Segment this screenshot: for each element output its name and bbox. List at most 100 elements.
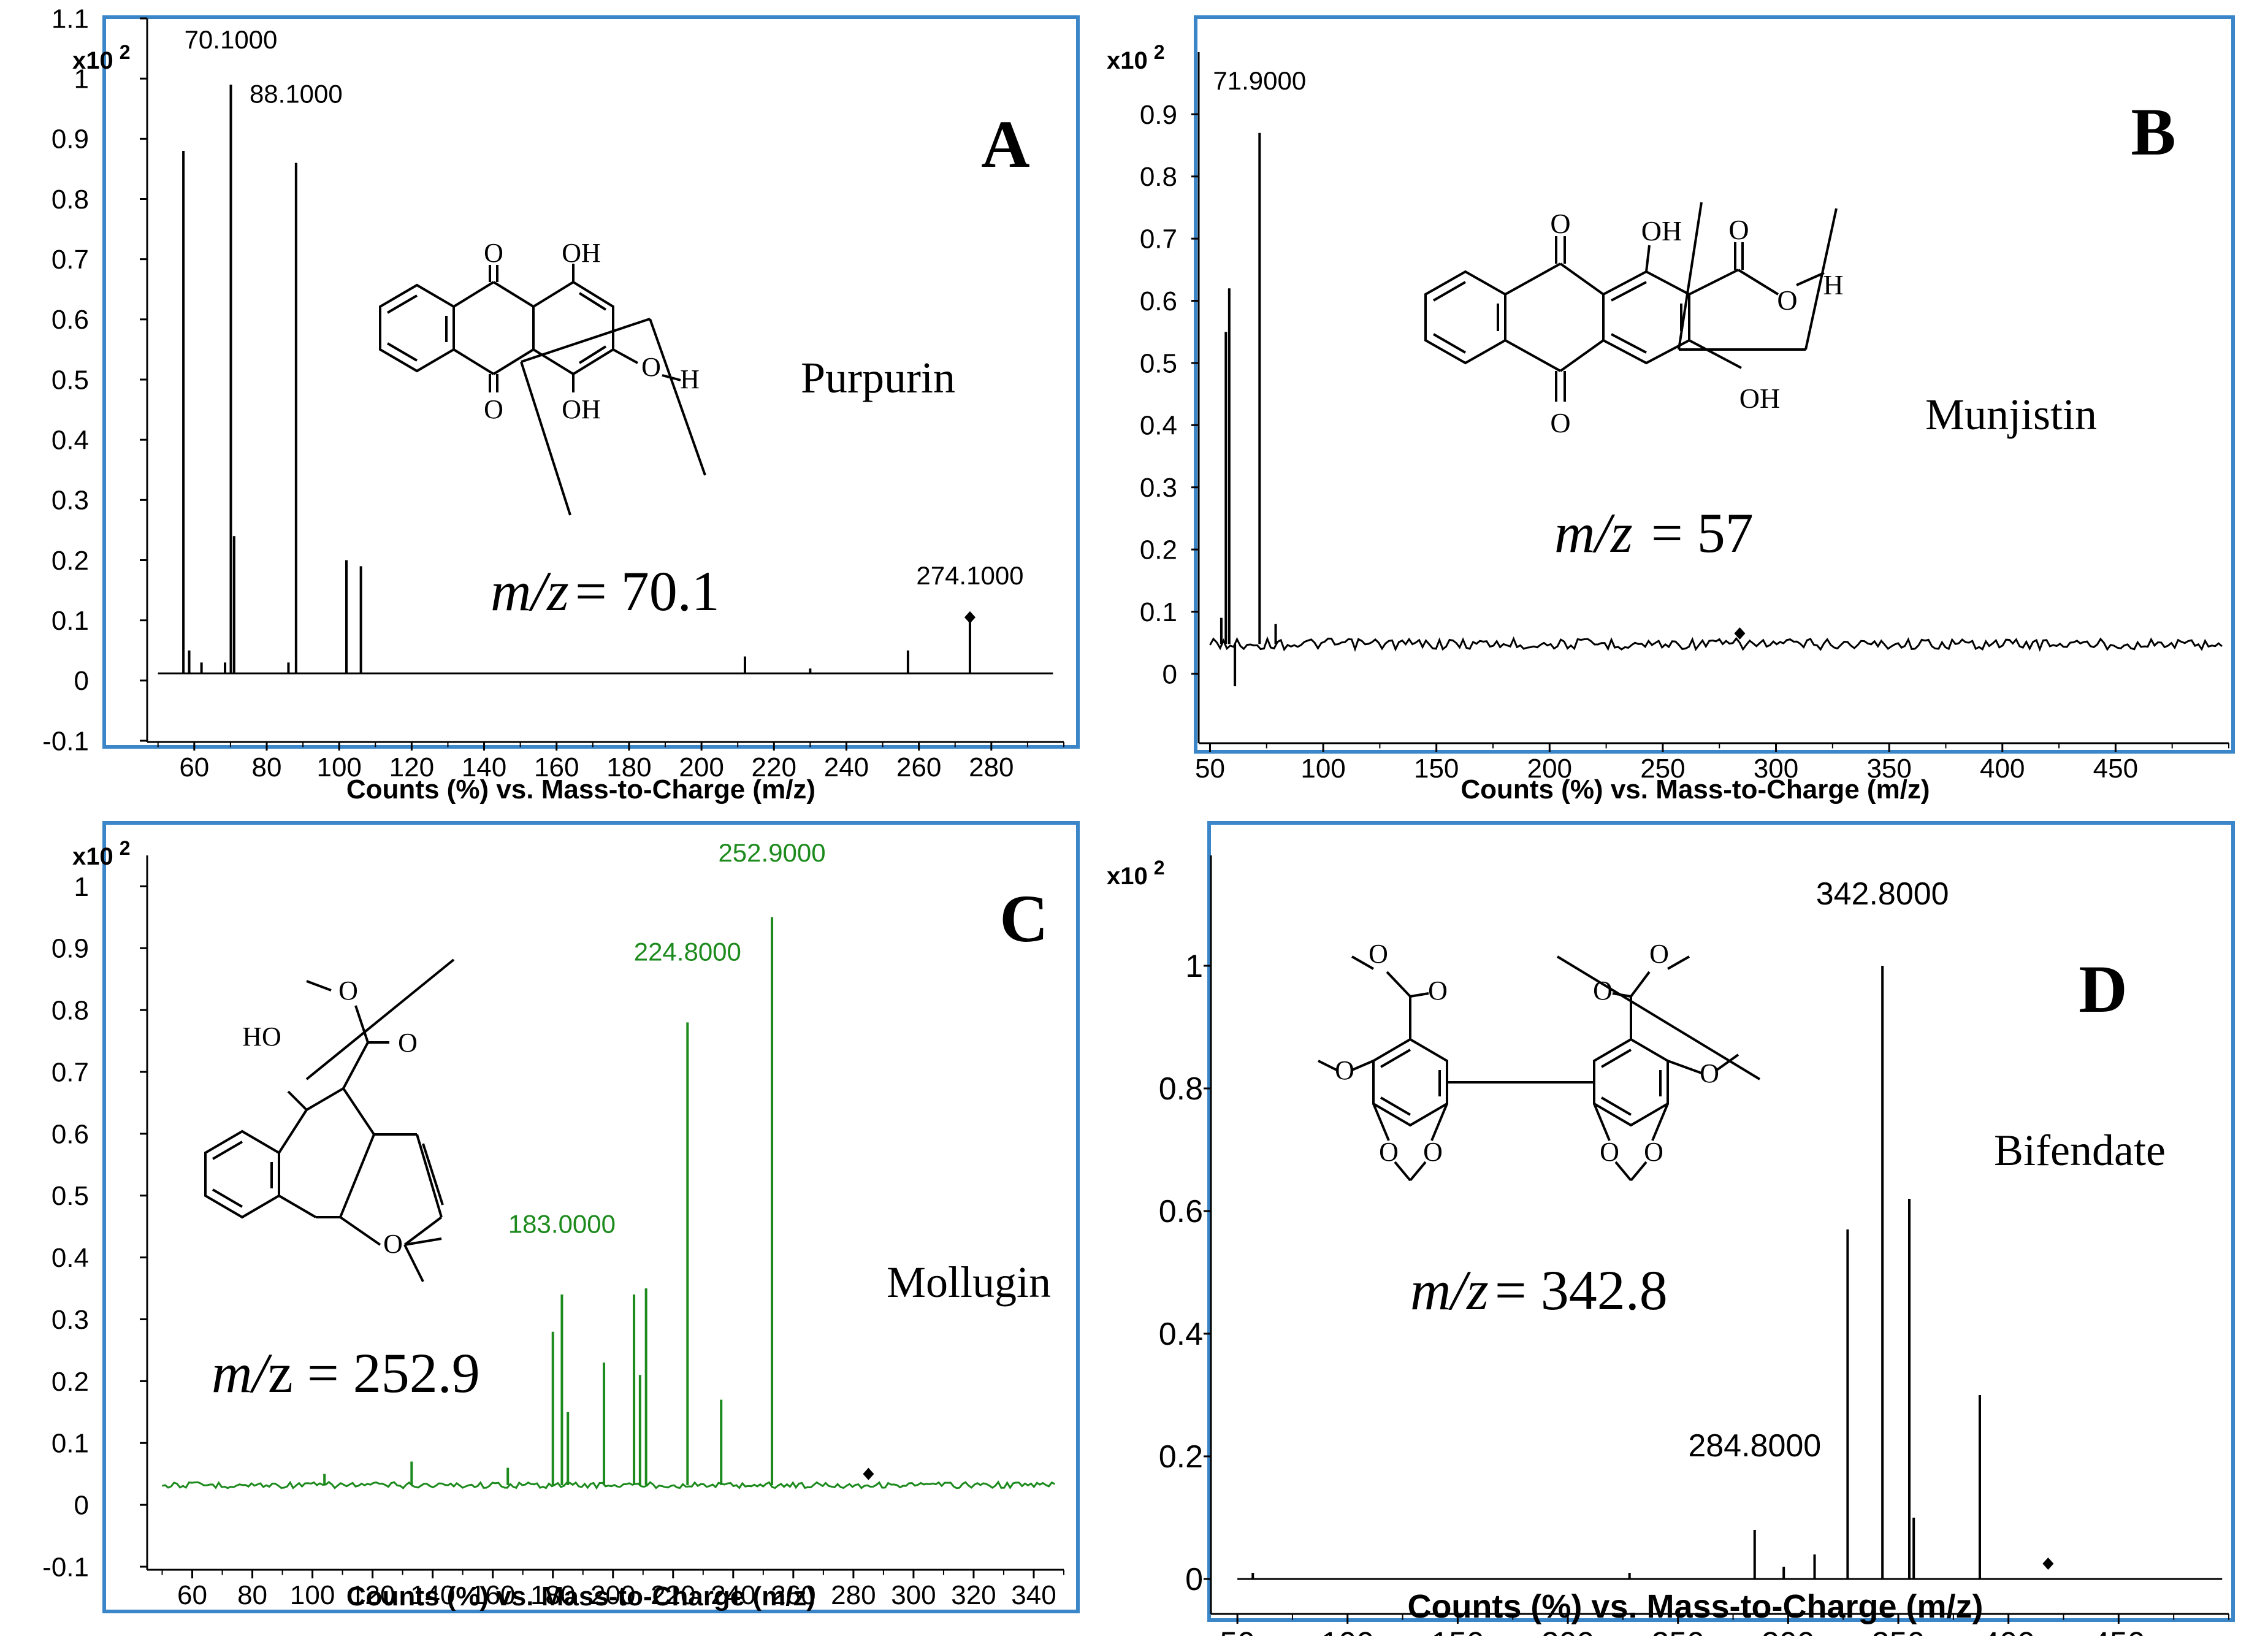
x-tick-label: 400 (1982, 1626, 2035, 1636)
mollugin-atom-o-ring: O (383, 1229, 403, 1259)
y-tick-label: 0.4 (1159, 1317, 1203, 1352)
purpurin-atom-oh-bottom: OH (562, 394, 601, 424)
x-tick-label: 340 (1011, 1580, 1056, 1610)
bifendate-atom-o-methoxy-left: O (1335, 1055, 1354, 1085)
x-tick-label: 100 (290, 1580, 335, 1610)
y-tick-label: 0.9 (1140, 100, 1177, 130)
panel-a-frame (102, 15, 1080, 749)
y-tick-label: -0.1 (42, 1552, 89, 1582)
peak-label: 88.1000 (250, 79, 343, 108)
x-tick-label: 50 (1220, 1626, 1255, 1636)
y-tick-label: 0.3 (52, 1305, 89, 1335)
y-tick-label: 0.9 (52, 124, 89, 155)
x-tick-label: 300 (891, 1580, 936, 1610)
bifendate-atom-o-carbonyl-right: O (1593, 976, 1613, 1006)
y-tick-label: 0.7 (52, 245, 89, 275)
x-tick-label: 200 (1541, 1626, 1595, 1636)
y-tick-label: 0.8 (52, 185, 89, 215)
y-tick-label: -0.1 (42, 726, 89, 756)
panel-c-compound: Mollugin (887, 1258, 1051, 1307)
chart-panel-d: x10200.20.40.60.815010015020025030035040… (1107, 855, 2229, 1636)
x-tick-label: 60 (179, 752, 209, 782)
y-tick-label: 0.2 (52, 546, 89, 576)
x-tick-label: 200 (590, 1580, 635, 1610)
y-tick-label: 0.3 (1140, 473, 1177, 503)
peak-label: 252.9000 (718, 838, 825, 867)
bifendate-atom-o-ester-left: O (1369, 939, 1388, 969)
munjistin-structure (1424, 202, 1838, 402)
x-tick-label: 80 (237, 1580, 267, 1610)
y-tick-label: 0.4 (1140, 411, 1177, 441)
baseline-trace (162, 1480, 1055, 1490)
x-tick-label: 200 (679, 752, 724, 782)
y-tick-label: 0 (1163, 659, 1177, 689)
bifendate-atom-o-dioxol-left-2: O (1423, 1137, 1443, 1167)
y-tick-label: 0.2 (52, 1367, 89, 1397)
bifendate-atom-o-ester-right: O (1649, 939, 1669, 969)
peak-label: 183.0000 (508, 1209, 616, 1238)
bifendate-atom-o-dioxol-left-1: O (1379, 1137, 1399, 1167)
munjistin-atom-o-oh: O (1777, 285, 1797, 316)
x-tick-label: 300 (1762, 1626, 1815, 1636)
x-tick-label: 300 (1754, 754, 1798, 784)
y-multiplier-label: x10 2 (72, 41, 131, 74)
precursor-marker (863, 1467, 874, 1480)
x-tick-label: 240 (824, 752, 869, 782)
y-multiplier-label: x10 2 (72, 837, 131, 870)
mollugin-atom-o-carbonyl: O (398, 1028, 418, 1058)
y-tick-label: 0.6 (52, 1119, 89, 1149)
peak-label: 342.8000 (1816, 876, 1949, 912)
panel-d-frame (1207, 821, 2235, 1622)
peak-label: 224.8000 (634, 937, 741, 966)
panel-d-letter: D (2079, 952, 2127, 1026)
x-tick-label: 220 (651, 1580, 695, 1610)
mollugin-structure (204, 958, 455, 1282)
x-tick-label: 50 (1195, 754, 1225, 784)
x-axis-label: Counts (%) vs. Mass-to-Charge (m/z) (1407, 1588, 1983, 1625)
peak-label: 70.1000 (185, 25, 278, 54)
bifendate-atom-o-methoxy-right: O (1700, 1058, 1719, 1088)
panel-b-mz: m/z = 57 (1554, 502, 1754, 564)
x-tick-label: 450 (2093, 754, 2138, 784)
y-tick-label: 0.1 (52, 1429, 89, 1459)
x-tick-label: 350 (1872, 1626, 1925, 1636)
x-tick-label: 250 (1651, 1626, 1705, 1636)
precursor-marker (964, 611, 976, 624)
x-tick-label: 180 (530, 1580, 575, 1610)
purpurin-atom-o: O (484, 238, 503, 268)
x-tick-label: 260 (896, 752, 941, 782)
y-tick-label: 0.1 (1140, 597, 1177, 627)
panel-b-compound: Munjistin (1925, 390, 2097, 439)
x-tick-label: 400 (1980, 754, 2025, 784)
y-tick-label: 0.4 (52, 426, 89, 456)
x-tick-label: 150 (1431, 1626, 1484, 1636)
x-tick-label: 280 (969, 752, 1014, 782)
panel-b-letter: B (2131, 94, 2175, 169)
panel-a-compound: Purpurin (801, 353, 955, 402)
purpurin-atom-o-bottom: O (484, 394, 503, 424)
x-tick-label: 240 (711, 1580, 755, 1610)
panel-c-letter: C (999, 881, 1048, 956)
y-tick-label: 0.6 (1159, 1194, 1203, 1229)
x-tick-label: 180 (606, 752, 651, 782)
chart-panel-b: x10 2 0 0.1 0.2 0.3 0.4 0.5 0.6 0.7 0.8 0.9 50 100 150… (1107, 41, 2229, 805)
y-tick-label: 0.2 (1159, 1439, 1203, 1475)
x-tick-label: 120 (350, 1580, 395, 1610)
purpurin-atom-h: H (680, 364, 700, 394)
x-tick-label: 100 (1300, 754, 1345, 784)
peak-label: 274.1000 (916, 561, 1023, 590)
y-tick-label: 0.6 (52, 305, 89, 335)
panel-d-mz: m/z = 342.8 (1410, 1259, 1668, 1321)
peak-label: 284.8000 (1688, 1428, 1821, 1464)
x-tick-label: 350 (1866, 754, 1911, 784)
panel-a-mz: m/z = 70.1 (491, 560, 720, 622)
y-tick-label: 0.8 (52, 996, 89, 1026)
munjistin-atom-o-acid: O (1728, 214, 1749, 245)
x-axis-label: Counts (%) vs. Mass-to-Charge (m/z) (346, 1581, 815, 1611)
x-tick-label: 450 (2092, 1626, 2145, 1636)
peak-label: 71.9000 (1213, 66, 1306, 95)
panel-c-mz: m/z = 252.9 (212, 1342, 480, 1404)
purpurin-atom-o-ring: O (641, 352, 661, 382)
